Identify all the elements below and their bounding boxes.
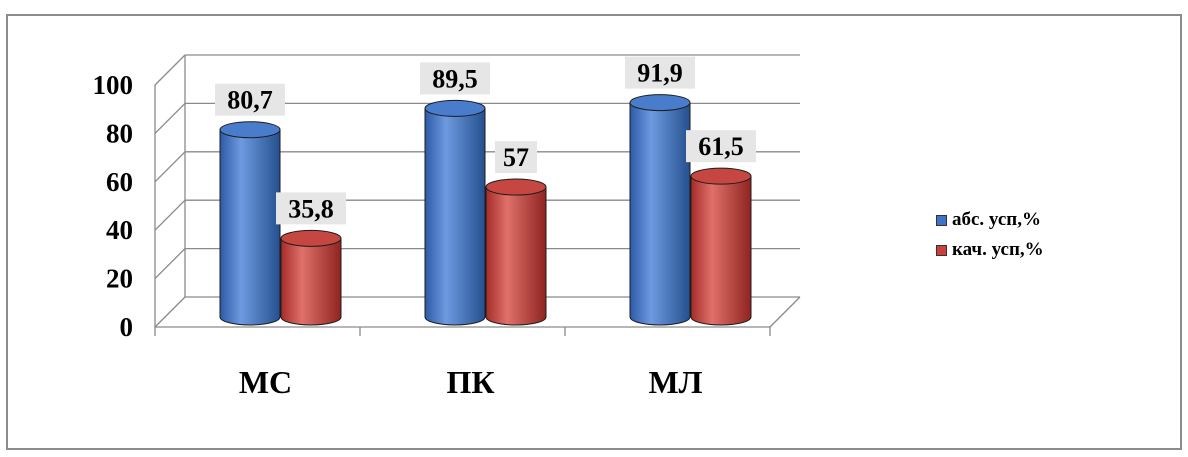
gridline-side-4 — [154, 102, 186, 134]
bars-layer — [219, 94, 752, 326]
data-label-1-1: 57 — [503, 143, 529, 172]
axis-layer: 0 20 40 60 80 100 МС ПК МЛ — [93, 70, 703, 400]
data-label-1-2: 61,5 — [698, 132, 744, 161]
bar-body-1-1 — [485, 186, 547, 326]
y-tick-label-4: 80 — [106, 118, 133, 148]
data-label-bg-1-1 — [495, 141, 537, 174]
gridline-side-2 — [154, 199, 186, 231]
bar-top-0-1 — [424, 99, 486, 117]
bar-body-1-2 — [690, 175, 752, 326]
bar-body-0-0 — [219, 129, 281, 326]
bar-1-1 — [485, 178, 547, 326]
data-label-bg-0-2 — [625, 56, 695, 89]
legend: абс. усп,% кач. усп,% — [936, 205, 1044, 265]
legend-label-1: кач. усп,% — [952, 239, 1044, 260]
data-label-bg-0-0 — [215, 83, 285, 116]
bar-top-0-0 — [219, 121, 281, 139]
legend-swatch-1 — [936, 244, 947, 256]
legend-label-0: абс. усп,% — [952, 209, 1041, 230]
x-tick-label-1: ПК — [446, 364, 494, 400]
y-tick-label-0: 0 — [120, 312, 134, 342]
bar-0-0 — [219, 121, 281, 326]
bar-0-1 — [424, 99, 486, 326]
data-label-0-2: 91,9 — [637, 59, 683, 88]
y-tick-label-2: 40 — [106, 215, 133, 245]
gridline-side-1 — [154, 248, 186, 280]
chart-frame — [6, 14, 1182, 450]
data-label-bg-1-2 — [686, 130, 756, 163]
legend-item-1: кач. усп,% — [936, 235, 1044, 265]
x-tick-label-0: МС — [239, 364, 292, 400]
data-label-bg-0-1 — [420, 62, 490, 95]
gridline-side-3 — [154, 151, 186, 183]
bar-body-0-2 — [629, 102, 691, 326]
bar-body-1-0 — [280, 237, 342, 326]
bar-body-0-1 — [424, 107, 486, 326]
floor-right-edge — [769, 296, 801, 328]
bar-top-0-2 — [629, 94, 691, 112]
y-tick-label-3: 60 — [106, 167, 133, 197]
labels-layer: 80,7 35,8 89,5 57 91,9 61,5 — [215, 56, 756, 225]
bar-1-0 — [280, 229, 342, 326]
legend-swatch-0 — [936, 214, 947, 226]
legend-item-0: абс. усп,% — [936, 205, 1044, 235]
y-tick-label-1: 20 — [106, 264, 133, 294]
x-tick-label-2: МЛ — [648, 364, 702, 400]
data-label-0-0: 80,7 — [227, 86, 273, 115]
bar-top-1-2 — [690, 167, 752, 185]
gridline-side-0 — [154, 296, 186, 328]
gridline-side-5 — [154, 54, 186, 86]
bar-top-1-0 — [280, 229, 342, 247]
bar-0-2 — [629, 94, 691, 326]
data-label-bg-1-0 — [276, 192, 346, 225]
bar-1-2 — [690, 167, 752, 326]
data-label-0-1: 89,5 — [432, 64, 478, 93]
data-label-1-0: 35,8 — [288, 194, 334, 223]
bar-top-1-1 — [485, 178, 547, 196]
y-tick-label-5: 100 — [93, 70, 134, 100]
